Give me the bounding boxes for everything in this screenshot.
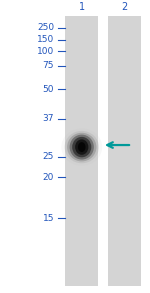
Ellipse shape <box>70 135 94 159</box>
Bar <box>108 16 141 286</box>
Bar <box>64 16 98 286</box>
Text: 2: 2 <box>121 2 128 12</box>
Text: 37: 37 <box>42 114 54 123</box>
Ellipse shape <box>78 142 85 152</box>
Text: 50: 50 <box>42 85 54 94</box>
Ellipse shape <box>67 133 96 161</box>
Text: 25: 25 <box>43 152 54 161</box>
Text: 15: 15 <box>42 214 54 223</box>
Ellipse shape <box>64 131 99 163</box>
Text: 75: 75 <box>42 62 54 70</box>
Ellipse shape <box>72 137 91 157</box>
Text: 150: 150 <box>37 35 54 44</box>
Text: 1: 1 <box>79 2 85 12</box>
Ellipse shape <box>75 139 88 155</box>
Text: 100: 100 <box>37 47 54 56</box>
Text: 250: 250 <box>37 23 54 32</box>
Text: 20: 20 <box>43 173 54 182</box>
Ellipse shape <box>61 128 102 166</box>
